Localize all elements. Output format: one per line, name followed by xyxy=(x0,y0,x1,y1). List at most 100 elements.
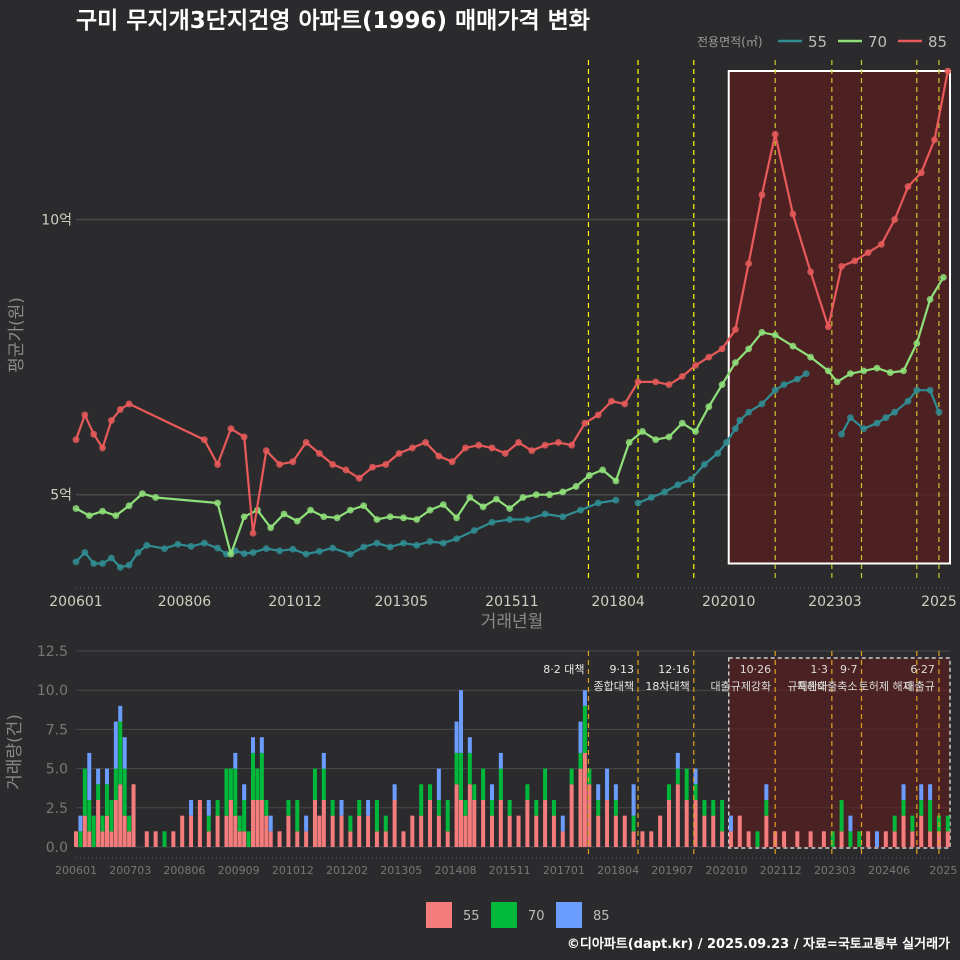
data-point-70 xyxy=(900,367,907,375)
data-point-70 xyxy=(519,494,527,501)
highlight-box xyxy=(727,70,952,565)
volume-bar xyxy=(720,831,725,847)
data-point-55 xyxy=(506,516,514,523)
series-line-55 xyxy=(840,389,940,435)
data-point-70 xyxy=(400,514,407,522)
data-point-85 xyxy=(541,441,549,449)
volume-bar xyxy=(251,737,256,753)
policy-label-name: 규제완화 xyxy=(787,680,827,693)
data-point-70 xyxy=(639,428,646,435)
data-point-85 xyxy=(528,447,536,455)
x-tick-label-bottom: 200703 xyxy=(109,864,151,877)
volume-bar xyxy=(543,768,548,800)
policy-label-name: 18차대책 xyxy=(645,680,689,693)
series-line-70 xyxy=(75,276,945,556)
volume-bar xyxy=(883,831,888,847)
volume-bar xyxy=(459,752,464,800)
data-point-70 xyxy=(453,514,460,522)
volume-bar xyxy=(463,799,468,816)
volume-bar xyxy=(764,799,769,816)
volume-bar xyxy=(357,799,362,816)
data-point-70 xyxy=(373,516,381,523)
policy-label-date: 9·7 xyxy=(840,663,858,676)
data-point-55 xyxy=(559,513,567,521)
volume-bar xyxy=(467,784,472,847)
volume-bar xyxy=(339,799,344,816)
y-axis-label-volume: 거래량(건) xyxy=(5,714,25,790)
volume-bar xyxy=(122,768,127,816)
data-point-70 xyxy=(612,477,620,485)
data-point-55 xyxy=(470,527,478,534)
volume-bar xyxy=(605,799,610,847)
data-point-70 xyxy=(886,369,894,376)
data-point-70 xyxy=(731,359,739,367)
data-point-70 xyxy=(493,495,500,503)
volume-bar xyxy=(321,752,326,769)
volume-bar xyxy=(839,831,844,847)
volume-bar xyxy=(259,799,264,847)
volume-bar xyxy=(242,799,247,832)
y-tick-label-bottom: 5.0 xyxy=(46,762,68,778)
volume-bar xyxy=(233,815,238,847)
volume-bar xyxy=(919,799,924,816)
policy-label-name: 대출규제강화 xyxy=(710,680,771,693)
volume-bar xyxy=(773,831,778,847)
volume-bar xyxy=(507,815,512,847)
volume-bar xyxy=(118,784,123,847)
y-tick-label-top: 5억 xyxy=(50,488,72,504)
data-point-85 xyxy=(931,136,938,144)
data-point-85 xyxy=(891,216,899,223)
data-point-85 xyxy=(448,458,456,466)
data-point-55 xyxy=(81,549,89,556)
x-tick-label-bottom: 201202 xyxy=(326,864,368,877)
volume-bar xyxy=(693,768,698,785)
volume-bar xyxy=(383,831,388,847)
data-point-55 xyxy=(400,539,407,547)
x-tick-label-top: 2025 xyxy=(921,594,957,610)
y-tick-label-bottom: 7.5 xyxy=(46,722,68,738)
data-point-70 xyxy=(439,501,447,509)
data-point-85 xyxy=(435,452,443,460)
data-point-55 xyxy=(771,386,779,394)
data-point-85 xyxy=(289,458,297,466)
volume-bar xyxy=(711,815,716,847)
volume-bar xyxy=(122,815,127,847)
volume-bar xyxy=(596,815,601,847)
x-tick-label-bottom: 201907 xyxy=(651,864,693,877)
x-tick-label-bottom: 201701 xyxy=(543,864,585,877)
data-point-70 xyxy=(692,428,699,435)
data-point-85 xyxy=(99,444,106,452)
volume-bar xyxy=(383,815,388,832)
volume-bar xyxy=(928,831,933,847)
data-point-55 xyxy=(90,560,98,567)
x-tick-label-bottom: 201012 xyxy=(272,864,314,877)
volume-bar xyxy=(755,831,760,847)
data-point-70 xyxy=(652,436,660,444)
data-point-85 xyxy=(621,400,629,408)
data-point-55 xyxy=(647,494,655,501)
data-point-70 xyxy=(360,502,368,510)
volume-bar xyxy=(162,831,167,847)
volume-bar xyxy=(489,784,494,800)
volume-bar xyxy=(295,831,300,847)
data-point-55 xyxy=(913,386,921,394)
data-point-55 xyxy=(745,408,753,416)
volume-bar xyxy=(808,831,813,847)
volume-bar xyxy=(587,784,592,847)
volume-bar xyxy=(507,799,512,816)
data-point-55 xyxy=(302,550,310,558)
bottom-legend: 55 70 85 xyxy=(426,902,610,928)
volume-bar xyxy=(96,799,101,847)
policy-label-name: 대출규 xyxy=(905,680,935,693)
volume-bar xyxy=(613,799,618,816)
policy-label-date: 9·13 xyxy=(610,663,635,676)
data-point-55 xyxy=(439,539,447,547)
policy-label-date: 12·16 xyxy=(658,663,690,676)
data-point-55 xyxy=(860,425,868,433)
data-point-85 xyxy=(108,417,115,424)
data-point-70 xyxy=(807,353,815,361)
data-point-55 xyxy=(143,541,151,549)
data-point-70 xyxy=(847,370,854,378)
volume-bar xyxy=(224,815,229,847)
